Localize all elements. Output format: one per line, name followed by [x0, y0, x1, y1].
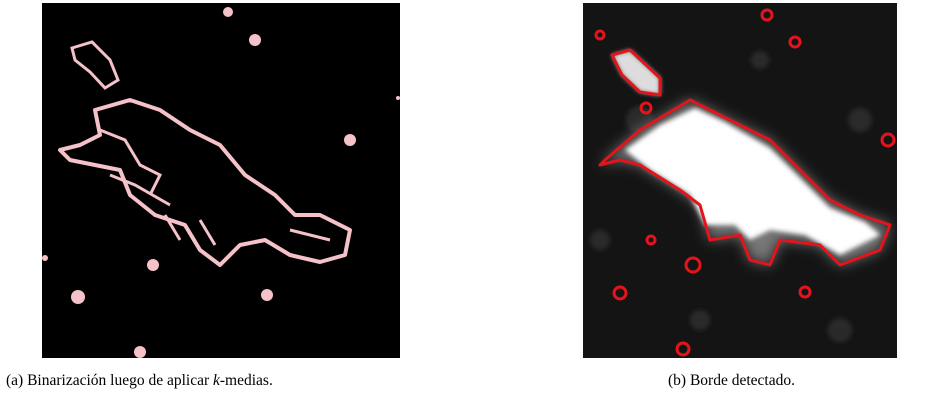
caption-italic: k — [213, 372, 220, 389]
figure-page: (a) Binarización luego de aplicar k-medi… — [0, 0, 930, 400]
edge-image — [583, 3, 897, 358]
caption-text: Binarización luego de aplicar — [27, 372, 209, 389]
caption-text: Borde detectado. — [690, 372, 795, 389]
caption-label: (b) — [668, 372, 686, 389]
caption-a: (a) Binarización luego de aplicar k-medi… — [6, 372, 273, 390]
binarized-image — [42, 3, 400, 358]
caption-b: (b) Borde detectado. — [668, 372, 795, 390]
caption-label: (a) — [6, 372, 23, 389]
figure-images — [0, 0, 930, 362]
caption-text: -medias. — [220, 372, 273, 389]
